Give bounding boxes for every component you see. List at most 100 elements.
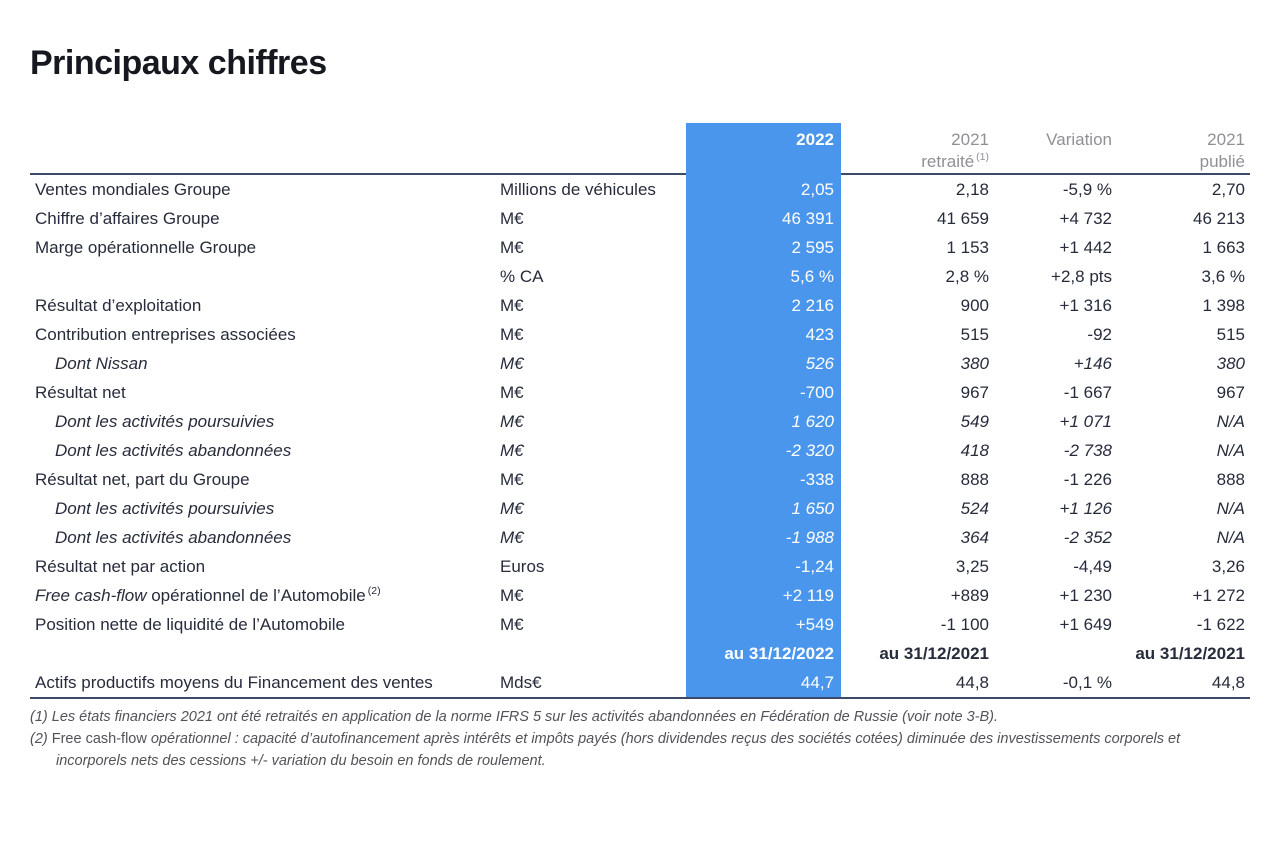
column-header-2021-publie-line1: 2021	[1207, 130, 1245, 149]
cell-variation: +146	[1073, 354, 1112, 373]
cell-2021-retraite: 888	[960, 470, 989, 489]
cell-2022: -1,24	[795, 557, 834, 576]
table-row-free-cash-flow: Free cash-flow opérationnel de l’Automob…	[30, 581, 1250, 610]
cell-2022: 423	[805, 325, 834, 344]
row-label-rest: opérationnel de l’Automobile	[146, 586, 366, 605]
cell-2021-retraite: 44,8	[955, 673, 989, 692]
row-label: Dont Nissan	[55, 354, 148, 373]
page-title: Principaux chiffres	[30, 44, 327, 82]
row-unit: Mds€	[500, 673, 542, 692]
cell-2021-publie: N/A	[1216, 499, 1245, 518]
subheader-date-2021-publie: au 31/12/2021	[1135, 644, 1245, 663]
table-row-sub-abandonnees: Dont les activités abandonnées M€ -2 320…	[30, 436, 1250, 465]
footnote-1: (1) Les états financiers 2021 ont été re…	[30, 709, 999, 725]
table-row-sub-poursuivies: Dont les activités poursuivies M€ 1 650 …	[30, 494, 1250, 523]
cell-2021-retraite: 515	[960, 325, 989, 344]
cell-2021-publie: N/A	[1216, 412, 1245, 431]
highlight-column-2022	[686, 123, 841, 697]
cell-variation: +1 071	[1059, 412, 1112, 431]
cell-2021-retraite: -1 100	[940, 615, 989, 634]
cell-2022: 44,7	[800, 673, 834, 692]
cell-2021-publie: 2,70	[1211, 180, 1245, 199]
cell-2021-retraite: 418	[960, 441, 989, 460]
cell-2022: -338	[799, 470, 834, 489]
table-subheader-dates-row: au 31/12/2022 au 31/12/2021 au 31/12/202…	[30, 639, 1250, 668]
table-row: Position nette de liquidité de l’Automob…	[30, 610, 1250, 639]
row-label: Dont les activités abandonnées	[55, 528, 292, 547]
column-header-2021-retraite-line2: retraité (1)	[921, 151, 989, 171]
footnotes: (1) Les états financiers 2021 ont été re…	[30, 706, 1195, 772]
column-header-2022: 2022	[796, 130, 834, 149]
cell-2021-publie: 888	[1216, 470, 1245, 489]
row-unit: M€	[500, 499, 524, 518]
cell-2021-retraite: 364	[960, 528, 989, 547]
cell-variation: +1 316	[1059, 296, 1112, 315]
cell-variation: -5,9 %	[1062, 180, 1112, 199]
cell-2021-publie: -1 622	[1196, 615, 1245, 634]
cell-variation: +4 732	[1059, 209, 1112, 228]
footnote-2-term: Free cash-flow	[51, 731, 147, 747]
cell-2022: 1 650	[791, 499, 834, 518]
cell-2021-retraite: 549	[960, 412, 989, 431]
header-label-spacer	[30, 123, 500, 173]
row-label: Free cash-flow opérationnel de l’Automob…	[30, 581, 500, 610]
row-unit: M€	[500, 296, 524, 315]
table-row-sub-poursuivies: Dont les activités poursuivies M€ 1 620 …	[30, 407, 1250, 436]
row-label	[30, 639, 500, 668]
cell-2021-retraite: 1 153	[946, 238, 989, 257]
cell-2021-retraite: +889	[950, 586, 989, 605]
row-label: Résultat net	[35, 383, 126, 402]
row-label: Résultat d’exploitation	[35, 296, 202, 315]
cell-2021-retraite: 900	[960, 296, 989, 315]
footnote-2-marker: (2)	[30, 731, 52, 747]
footnote-ref-2: (2)	[367, 585, 381, 598]
table-row: Chiffre d’affaires Groupe M€ 46 391 41 6…	[30, 204, 1250, 233]
table-row: Résultat net, part du Groupe M€ -338 888…	[30, 465, 1250, 494]
row-unit	[500, 639, 686, 668]
cell-2021-publie: 380	[1216, 354, 1245, 373]
cell-variation: +1 442	[1059, 238, 1112, 257]
table-row-sub-nissan: Dont Nissan M€ 526 380 +146 380	[30, 349, 1250, 378]
cell-variation: -4,49	[1073, 557, 1112, 576]
row-label: Ventes mondiales Groupe	[35, 180, 231, 199]
cell-2021-publie: 3,26	[1211, 557, 1245, 576]
cell-2022: 1 620	[791, 412, 834, 431]
cell-variation: +1 126	[1059, 499, 1112, 518]
row-label: Actifs productifs moyens du Financement …	[35, 673, 433, 692]
cell-2021-retraite: 3,25	[955, 557, 989, 576]
cell-2022: +549	[795, 615, 834, 634]
column-header-2021-publie: 2021 publié	[1114, 123, 1250, 173]
cell-2021-publie: 1 663	[1202, 238, 1245, 257]
cell-2022: -1 988	[785, 528, 834, 547]
cell-2021-publie: 46 213	[1193, 209, 1245, 228]
row-label	[30, 262, 500, 291]
table-row-sub-abandonnees: Dont les activités abandonnées M€ -1 988…	[30, 523, 1250, 552]
table-row: Résultat net M€ -700 967 -1 667 967	[30, 378, 1250, 407]
cell-2022: -2 320	[785, 441, 834, 460]
table-row: Résultat net par action Euros -1,24 3,25…	[30, 552, 1250, 581]
subheader-date-2022: au 31/12/2022	[724, 644, 834, 663]
row-unit: M€	[500, 470, 524, 489]
cell-variation: -0,1 %	[1062, 673, 1112, 692]
cell-2022: 2 216	[791, 296, 834, 315]
cell-2022: +2 119	[782, 586, 834, 605]
cell-2021-publie: N/A	[1216, 441, 1245, 460]
row-label: Chiffre d’affaires Groupe	[35, 209, 220, 228]
table-row: Contribution entreprises associées M€ 42…	[30, 320, 1250, 349]
cell-2021-retraite: 380	[960, 354, 989, 373]
row-label: Résultat net par action	[35, 557, 206, 576]
cell-variation: -2 352	[1063, 528, 1112, 547]
footnote-ref-1: (1)	[976, 151, 989, 164]
cell-variation	[991, 639, 1114, 668]
column-header-variation: Variation	[1046, 130, 1112, 149]
row-unit: M€	[500, 586, 524, 605]
cell-2021-retraite: 41 659	[937, 209, 989, 228]
row-unit: M€	[500, 441, 524, 460]
row-label: Dont les activités abandonnées	[55, 441, 292, 460]
cell-2022: 5,6 %	[790, 267, 834, 286]
cell-2022: 46 391	[782, 209, 834, 228]
header-unit-spacer	[500, 123, 686, 173]
row-unit: Euros	[500, 557, 545, 576]
footnote-2-text: opérationnel : capacité d’autofinancemen…	[56, 731, 1181, 769]
row-label: Marge opérationnelle Groupe	[35, 238, 257, 257]
